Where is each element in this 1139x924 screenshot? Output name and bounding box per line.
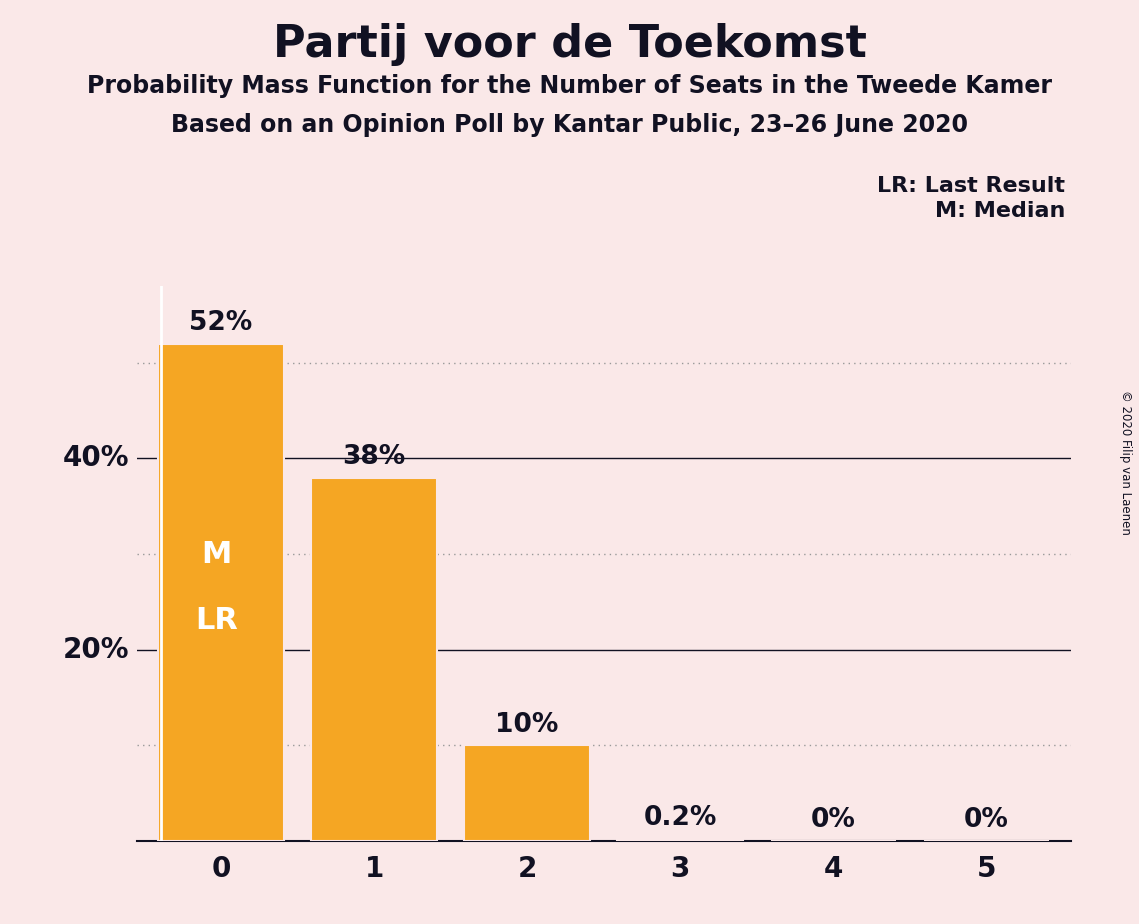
Bar <box>311 478 436 841</box>
Text: 20%: 20% <box>63 636 129 663</box>
Text: Based on an Opinion Poll by Kantar Public, 23–26 June 2020: Based on an Opinion Poll by Kantar Publi… <box>171 113 968 137</box>
Text: 10%: 10% <box>495 711 559 737</box>
Bar <box>158 344 284 841</box>
Text: Partij voor de Toekomst: Partij voor de Toekomst <box>272 23 867 67</box>
Text: Probability Mass Function for the Number of Seats in the Tweede Kamer: Probability Mass Function for the Number… <box>87 74 1052 98</box>
Text: 0.2%: 0.2% <box>644 806 716 832</box>
Text: M: M <box>202 540 231 568</box>
Text: M: Median: M: Median <box>935 201 1065 222</box>
Text: 0%: 0% <box>811 808 855 833</box>
Bar <box>465 746 590 841</box>
Text: LR: LR <box>195 606 238 636</box>
Text: © 2020 Filip van Laenen: © 2020 Filip van Laenen <box>1118 390 1132 534</box>
Bar <box>617 839 743 841</box>
Text: 52%: 52% <box>189 310 253 336</box>
Text: LR: Last Result: LR: Last Result <box>877 176 1065 196</box>
Text: 0%: 0% <box>964 808 1009 833</box>
Text: 38%: 38% <box>343 444 405 470</box>
Text: 40%: 40% <box>63 444 129 472</box>
